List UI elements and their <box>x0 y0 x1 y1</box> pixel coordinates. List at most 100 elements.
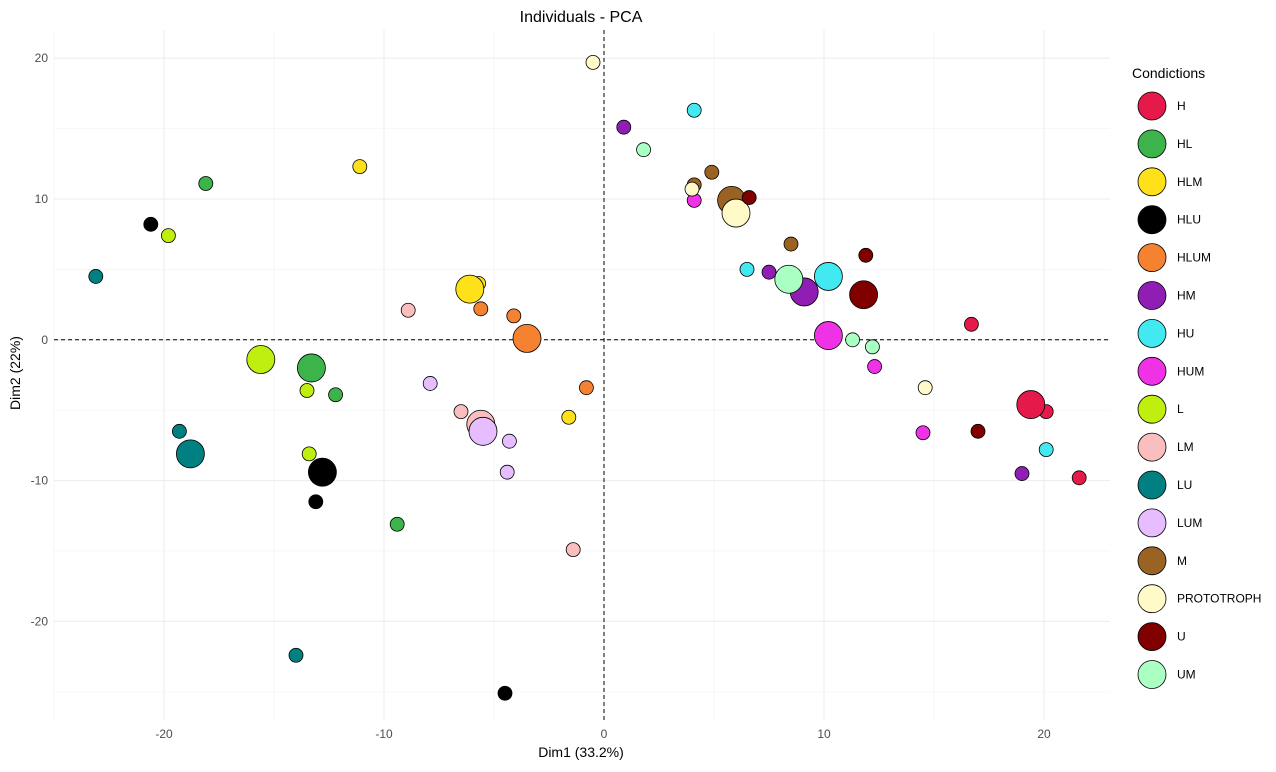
data-point-lu <box>288 647 304 663</box>
legend-label-prototroph: PROTOTROPH <box>1177 592 1261 606</box>
data-point-hlum <box>506 308 522 324</box>
legend-label-lu: LU <box>1177 478 1192 492</box>
legend-label-hm: HM <box>1177 289 1196 303</box>
centroid-point-lum <box>468 416 498 446</box>
data-point-l <box>301 446 317 462</box>
data-point-lu <box>88 269 104 284</box>
data-point-prototroph <box>684 181 700 197</box>
data-point-hu <box>739 261 755 277</box>
reference-lines <box>54 30 1110 720</box>
chart-title: Individuals - PCA <box>520 9 643 26</box>
data-point-um <box>845 332 860 348</box>
legend-key-hlm <box>1137 167 1167 197</box>
data-point-prototroph <box>585 54 601 70</box>
legend-key-u <box>1137 622 1167 651</box>
x-tick-label: 0 <box>601 727 608 741</box>
centroid-point-u <box>849 280 878 310</box>
data-point-u <box>858 247 874 263</box>
data-point-l <box>160 228 176 243</box>
centroid-point-prototroph <box>721 198 751 228</box>
data-point-prototroph <box>917 380 933 396</box>
data-point-lm <box>400 302 416 318</box>
legend-label-l: L <box>1177 402 1184 416</box>
legend-label-hlum: HLUM <box>1177 251 1211 265</box>
legend-label-hu: HU <box>1177 326 1194 340</box>
legend-label-hlm: HLM <box>1177 175 1202 189</box>
legend-label-hl: HL <box>1177 137 1193 151</box>
y-axis-title: Dim2 (22%) <box>7 336 23 410</box>
y-tick-label: -20 <box>31 614 49 628</box>
x-tick-label: -10 <box>375 727 393 741</box>
centroid-point-l <box>246 345 276 374</box>
centroid-point-hlum <box>512 323 542 353</box>
y-tick-label: 20 <box>35 51 49 65</box>
data-point-hm <box>761 264 777 280</box>
data-point-lu <box>171 423 187 439</box>
data-point-hum <box>867 359 882 374</box>
legend-label-hum: HUM <box>1177 364 1204 378</box>
data-point-um <box>865 339 880 355</box>
legend-title: Condictions <box>1132 65 1205 81</box>
legend-key-um <box>1137 660 1167 689</box>
data-point-lm <box>565 542 581 558</box>
data-point-hl <box>389 516 405 532</box>
legend-key-hm <box>1137 281 1167 310</box>
data-point-hm <box>1014 466 1030 481</box>
legend-key-lum <box>1137 508 1167 538</box>
data-point-h <box>1071 470 1087 486</box>
data-point-lum <box>422 376 438 391</box>
legend-key-m <box>1137 546 1167 576</box>
centroid-point-hu <box>814 262 843 291</box>
legend: Condictions H HL HLM HLU HLUM HM HU HUM L LM LU LUM… <box>1132 65 1261 689</box>
data-point-hlu <box>497 685 513 701</box>
legend-label-um: UM <box>1177 668 1196 682</box>
data-point-lum <box>501 433 517 449</box>
y-tick-label: 10 <box>35 192 49 206</box>
centroid-point-h <box>1016 390 1046 419</box>
legend-key-lm <box>1137 432 1167 462</box>
data-point-m <box>783 236 799 252</box>
data-point-l <box>299 383 315 398</box>
legend-label-lm: LM <box>1177 440 1194 454</box>
legend-key-hum <box>1137 356 1167 386</box>
data-point-um <box>636 142 651 158</box>
data-point-lum <box>499 464 515 480</box>
y-tick-label: -10 <box>31 474 49 488</box>
centroid-point-um <box>774 264 804 294</box>
data-point-hum <box>915 425 931 441</box>
points-layer <box>88 54 1087 701</box>
data-point-h <box>964 316 979 332</box>
legend-key-prototroph <box>1137 584 1167 614</box>
legend-label-m: M <box>1177 554 1187 568</box>
centroid-point-hlm <box>455 274 485 304</box>
legend-label-lum: LUM <box>1177 516 1202 530</box>
centroid-point-hl <box>296 353 326 383</box>
data-point-hl <box>328 387 344 403</box>
data-point-hlm <box>352 159 368 174</box>
x-tick-label: -20 <box>155 727 173 741</box>
centroid-point-hum <box>814 321 843 350</box>
data-point-hl <box>198 176 214 191</box>
legend-key-h <box>1137 91 1167 121</box>
centroid-point-hlu <box>307 457 337 487</box>
data-point-hlum <box>473 301 489 317</box>
axis-tick-labels: -20 -10 0 10 20 -20 -10 0 10 20 <box>31 51 1051 741</box>
x-tick-label: 20 <box>1037 727 1051 741</box>
data-point-hlm <box>561 409 577 425</box>
legend-key-hlum <box>1137 243 1167 273</box>
centroid-point-lu <box>175 439 205 469</box>
data-point-lm <box>453 404 469 420</box>
data-point-hlu <box>308 494 324 510</box>
legend-key-l <box>1137 394 1167 424</box>
x-axis-title: Dim1 (33.2%) <box>538 744 624 760</box>
data-point-hu <box>1038 442 1054 458</box>
x-tick-label: 10 <box>817 727 831 741</box>
data-point-u <box>970 423 986 439</box>
data-point-m <box>704 164 720 180</box>
data-point-hlum <box>579 380 594 396</box>
legend-label-u: U <box>1177 630 1186 644</box>
legend-key-hlu <box>1137 205 1167 235</box>
